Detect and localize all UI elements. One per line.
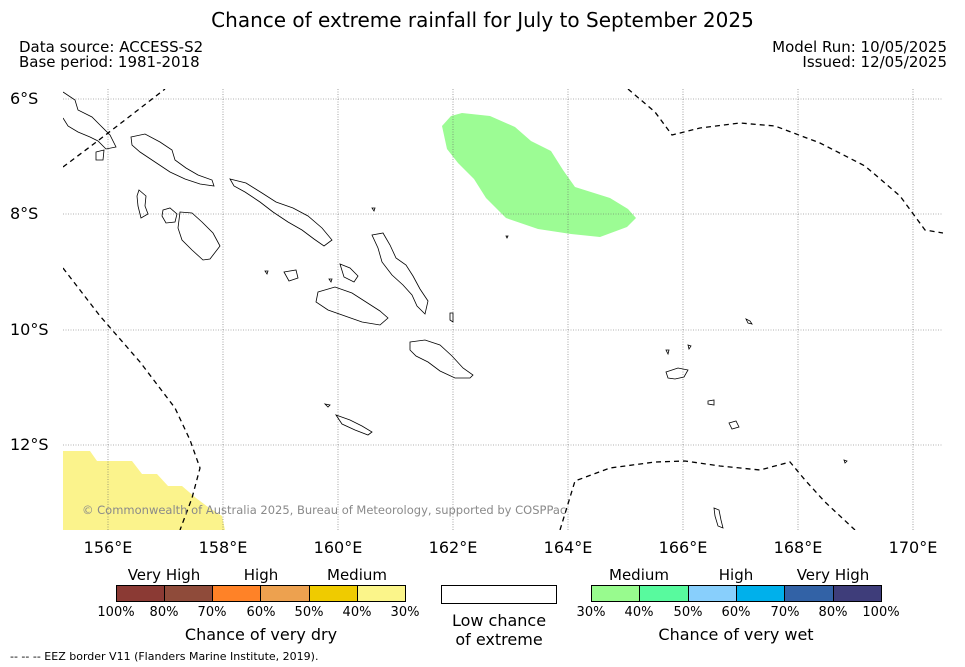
lon-label-168e: 168°E: [773, 538, 823, 557]
neutral-legend-label: Low chance of extreme: [441, 611, 557, 649]
lon-label-170e: 170°E: [888, 538, 938, 557]
neutral-line-1: Low chance: [451, 611, 547, 630]
wet-swatch-30-40: [591, 585, 640, 602]
wet-tick: 60%: [721, 605, 751, 620]
dry-category-very-high: Very High: [127, 566, 201, 584]
dry-tick: 100%: [97, 605, 135, 620]
lat-label-10s: 10°S: [10, 320, 49, 339]
island-outlines: [63, 91, 848, 529]
dry-region: [63, 451, 225, 530]
wet-tick: 50%: [673, 605, 703, 620]
wet-tick: 100%: [862, 605, 900, 620]
wet-tick: 80%: [818, 605, 848, 620]
copyright-notice: © Commonwealth of Australia 2025, Bureau…: [82, 503, 567, 517]
dry-tick: 80%: [149, 605, 179, 620]
lat-label-12s: 12°S: [10, 435, 49, 454]
wet-swatch-60-70: [736, 585, 785, 602]
dry-legend-title: Chance of very dry: [184, 625, 338, 644]
lon-label-162e: 162°E: [428, 538, 478, 557]
wet-tick: 30%: [576, 605, 606, 620]
graticule: [63, 89, 943, 530]
lon-label-156e: 156°E: [83, 538, 133, 557]
lon-label-164e: 164°E: [543, 538, 593, 557]
eez-footnote: -- -- -- EEZ border V11 (Flanders Marine…: [10, 650, 319, 663]
neutral-swatch: [441, 585, 557, 604]
lon-label-166e: 166°E: [658, 538, 708, 557]
dry-tick: 60%: [246, 605, 276, 620]
dry-tick: 50%: [294, 605, 324, 620]
lon-label-158e: 158°E: [198, 538, 248, 557]
dry-swatch-100-80: [116, 585, 165, 602]
dry-category-medium: Medium: [327, 566, 387, 584]
wet-category-high: High: [718, 566, 754, 584]
model-run: Model Run: 10/05/2025: [772, 38, 947, 56]
dry-swatch-70-60: [212, 585, 261, 602]
dry-swatch-60-50: [260, 585, 310, 602]
data-source: Data source: ACCESS-S2: [19, 38, 204, 56]
dry-category-high: High: [243, 566, 279, 584]
dry-tick: 40%: [342, 605, 372, 620]
wet-swatch-80-100: [833, 585, 882, 602]
wet-category-medium: Medium: [609, 566, 669, 584]
dry-swatch-50-40: [309, 585, 358, 602]
dry-tick: 70%: [197, 605, 227, 620]
wet-legend-title: Chance of very wet: [658, 625, 814, 644]
dry-swatch-40-30: [357, 585, 406, 602]
dry-swatch-80-70: [164, 585, 213, 602]
dry-tick: 30%: [390, 605, 420, 620]
wet-swatch-40-50: [639, 585, 689, 602]
chart-title: Chance of extreme rainfall for July to S…: [211, 8, 754, 32]
base-period: Base period: 1981-2018: [19, 53, 200, 71]
wet-swatch-50-60: [688, 585, 737, 602]
lon-label-160e: 160°E: [313, 538, 363, 557]
wet-tick: 40%: [624, 605, 654, 620]
lat-label-6s: 6°S: [10, 89, 39, 108]
wet-swatch-70-80: [784, 585, 834, 602]
eez-border: [63, 89, 943, 530]
issued-date: Issued: 12/05/2025: [802, 53, 947, 71]
wet-category-very-high: Very High: [796, 566, 870, 584]
wet-region: [442, 113, 636, 237]
neutral-line-2: of extreme: [455, 630, 543, 649]
wet-tick: 70%: [770, 605, 800, 620]
lat-label-8s: 8°S: [10, 204, 39, 223]
